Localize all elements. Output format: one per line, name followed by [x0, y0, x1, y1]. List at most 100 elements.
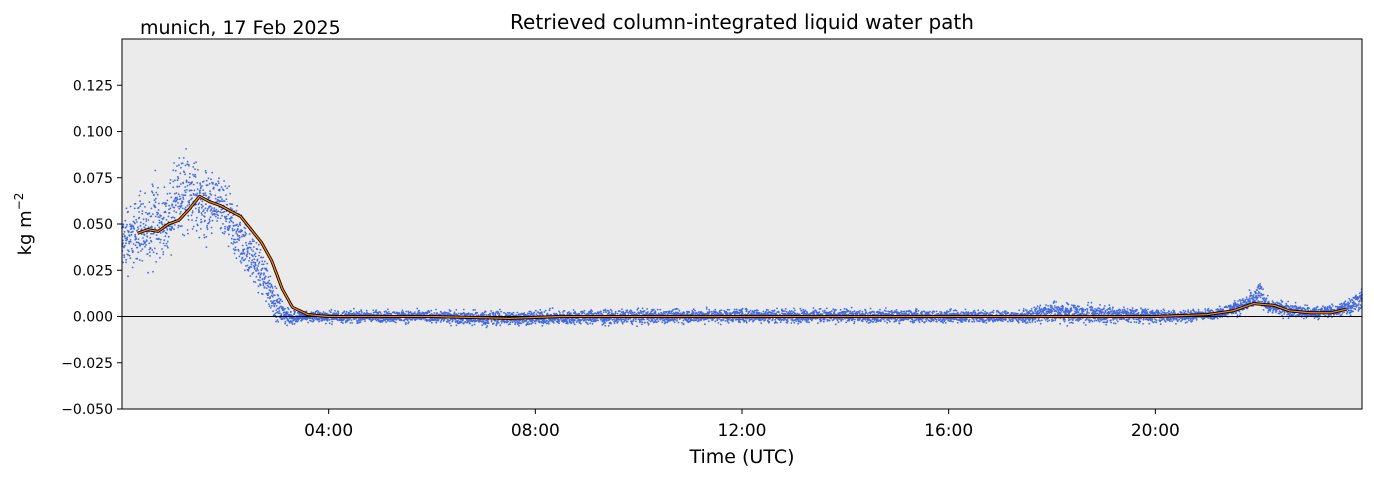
scatter-point: [220, 200, 223, 203]
scatter-point: [837, 321, 840, 324]
scatter-point: [163, 229, 166, 232]
scatter-point: [138, 211, 141, 213]
scatter-point: [186, 204, 189, 207]
scatter-point: [237, 250, 240, 252]
scatter-point: [208, 218, 211, 221]
scatter-point: [144, 192, 147, 195]
scatter-point: [879, 308, 881, 311]
scatter-point: [697, 317, 700, 320]
scatter-point: [171, 216, 174, 219]
scatter-point: [229, 207, 232, 209]
scatter-point: [152, 221, 155, 224]
scatter-point: [184, 164, 187, 167]
scatter-point: [136, 221, 138, 223]
scatter-point: [570, 322, 573, 325]
scatter-point: [653, 317, 656, 320]
scatter-point: [222, 189, 225, 192]
scatter-point: [214, 197, 217, 200]
scatter-point: [181, 225, 183, 228]
scatter-point: [232, 221, 235, 224]
scatter-point: [211, 219, 214, 222]
scatter-point: [647, 322, 650, 325]
scatter-point: [232, 248, 235, 250]
scatter-point: [228, 228, 230, 230]
scatter-point: [500, 322, 503, 324]
scatter-point: [402, 311, 405, 314]
scatter-point: [133, 215, 135, 218]
scatter-point: [139, 190, 142, 193]
scatter-point: [490, 310, 493, 312]
scatter-point: [267, 281, 270, 283]
scatter-point: [194, 176, 197, 178]
scatter-point: [250, 263, 253, 266]
scatter-point: [251, 240, 254, 243]
scatter-point: [486, 325, 489, 327]
scatter-point: [173, 199, 176, 202]
scatter-point: [849, 310, 852, 313]
scatter-point: [210, 226, 213, 229]
scatter-point: [176, 198, 179, 201]
scatter-point: [284, 320, 287, 323]
scatter-point: [141, 259, 144, 262]
scatter-point: [668, 310, 671, 313]
scatter-point: [186, 163, 189, 166]
scatter-point: [284, 311, 286, 314]
scatter-point: [636, 325, 638, 328]
scatter-point: [138, 216, 141, 219]
scatter-point: [590, 320, 593, 322]
scatter-point: [168, 204, 171, 207]
scatter-point: [158, 237, 160, 240]
scatter-point: [602, 311, 605, 313]
scatter-point: [190, 214, 193, 217]
scatter-point: [455, 309, 458, 311]
scatter-point: [893, 320, 896, 323]
scatter-point: [193, 175, 196, 178]
scatter-point: [128, 230, 130, 233]
scatter-point: [681, 321, 683, 324]
scatter-point: [428, 311, 431, 314]
scatter-point: [176, 196, 178, 199]
scatter-point: [155, 191, 158, 194]
scatter-point: [437, 319, 439, 321]
scatter-point: [375, 309, 378, 311]
scatter-point: [151, 191, 154, 194]
scatter-point: [187, 218, 190, 221]
scatter-point: [231, 229, 234, 232]
scatter-point: [726, 308, 729, 311]
scatter-point: [150, 207, 153, 210]
scatter-point: [535, 313, 538, 316]
scatter-point: [614, 312, 617, 315]
scatter-point: [199, 198, 202, 201]
scatter-point: [616, 312, 619, 315]
scatter-point: [534, 322, 537, 325]
scatter-point: [413, 312, 416, 315]
scatter-point: [178, 157, 181, 159]
scatter-point: [165, 202, 168, 205]
scatter-point: [337, 312, 340, 315]
scatter-point: [154, 201, 157, 204]
scatter-point: [756, 309, 759, 312]
scatter-point: [142, 218, 145, 221]
scatter-point: [817, 322, 819, 324]
scatter-point: [535, 309, 537, 312]
scatter-point: [475, 320, 478, 322]
scatter-point: [127, 250, 130, 253]
scatter-point: [807, 319, 810, 321]
scatter-point: [269, 296, 272, 298]
scatter-point: [484, 314, 486, 316]
scatter-point: [193, 189, 196, 192]
scatter-point: [159, 238, 162, 241]
scatter-point: [195, 207, 197, 210]
scatter-point: [579, 322, 582, 325]
scatter-point: [808, 321, 810, 324]
scatter-point: [286, 311, 289, 314]
scatter-point: [140, 243, 143, 246]
scatter-point: [122, 225, 125, 228]
scatter-point: [435, 319, 438, 322]
scatter-point: [220, 226, 223, 229]
scatter-point: [124, 237, 127, 240]
scatter-point: [528, 323, 531, 325]
scatter-point: [162, 251, 165, 253]
scatter-point: [280, 313, 283, 316]
scatter-point: [165, 232, 168, 235]
